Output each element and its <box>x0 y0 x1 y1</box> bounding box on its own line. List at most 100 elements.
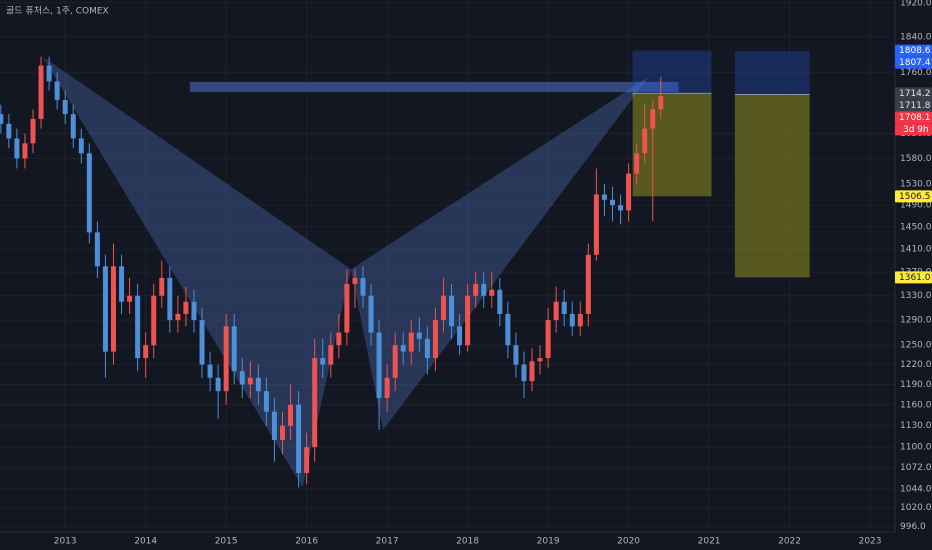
y-tick-label: 1290.0 <box>900 316 932 326</box>
horizontal-band <box>189 81 679 93</box>
candle-body <box>585 254 591 314</box>
candle-body <box>505 313 511 346</box>
candle-body <box>54 81 60 100</box>
candle-body <box>593 194 599 255</box>
candle-body <box>489 289 495 296</box>
candle-body <box>135 295 141 359</box>
x-tick-label: 2021 <box>698 537 721 547</box>
candle-body <box>376 332 382 398</box>
y-tick-label: 1760.0 <box>900 68 932 78</box>
candle-body <box>167 277 173 321</box>
candle-body <box>553 301 559 321</box>
candle-body <box>384 377 390 398</box>
candles <box>0 56 664 488</box>
price-label: 1714.2 <box>899 89 931 99</box>
candle-body <box>280 425 286 440</box>
candle-body <box>102 266 108 352</box>
candle-body <box>626 173 632 211</box>
pattern-triangle <box>42 56 351 488</box>
price-label-bg <box>895 56 932 69</box>
candle-body <box>392 345 398 378</box>
price-label-bg <box>895 190 932 203</box>
y-tick-label: 1220.0 <box>900 360 932 370</box>
price-label: 1807.4 <box>899 58 931 68</box>
candle-body <box>78 138 84 154</box>
candle-body <box>271 411 277 440</box>
candle-body <box>465 295 471 346</box>
candle-body <box>336 332 342 346</box>
candle-body <box>473 283 479 296</box>
candle-body <box>231 326 237 372</box>
candle-body <box>360 277 366 296</box>
y-tick-label: 1190.0 <box>900 380 932 390</box>
x-tick-label: 2017 <box>376 537 399 547</box>
candle-body <box>312 358 318 448</box>
candle-body <box>328 345 334 365</box>
y-tick-label: 1490.0 <box>900 201 932 211</box>
price-label: 1506.5 <box>899 192 931 202</box>
x-tick-label: 2015 <box>215 537 238 547</box>
candle-body <box>521 364 527 382</box>
candle-body <box>207 364 213 378</box>
candle-body <box>344 283 350 333</box>
x-tick-label: 2019 <box>537 537 560 547</box>
candle-body <box>481 283 487 296</box>
candle-body <box>151 295 157 346</box>
candle-body <box>634 153 640 174</box>
price-label: 1361.0 <box>899 273 931 283</box>
candle-body <box>304 447 310 473</box>
candle-body <box>296 404 302 473</box>
price-label-bg <box>895 87 932 100</box>
candle-body <box>127 295 133 302</box>
candle-body <box>263 391 269 412</box>
candle-body <box>38 65 44 119</box>
y-tick-label: 1130.0 <box>900 421 932 431</box>
candle-body <box>94 232 100 267</box>
candle-body <box>70 114 76 139</box>
candle-body <box>642 128 648 154</box>
price-label: 1808.6 <box>899 46 931 56</box>
candle-body <box>175 313 181 321</box>
y-tick-label: 1250.0 <box>900 341 932 351</box>
candle-body <box>601 194 607 200</box>
price-label-bg <box>895 271 932 284</box>
y-tick-label: 1450.0 <box>900 222 932 232</box>
candle-body <box>561 301 567 314</box>
y-tick-label: 996.0 <box>900 522 926 532</box>
price-label-bg <box>895 111 932 124</box>
candle-body <box>432 320 438 359</box>
candle-body <box>440 295 446 321</box>
candle-body <box>609 199 615 206</box>
y-tick-label: 1840.0 <box>900 32 932 42</box>
x-tick-label: 2022 <box>778 537 801 547</box>
candle-body <box>545 320 551 359</box>
candle-body <box>0 114 4 124</box>
candle-body <box>400 345 406 352</box>
y-tick-label: 1530.0 <box>900 179 932 189</box>
y-tick-label: 1020.0 <box>900 503 932 513</box>
x-tick-label: 2018 <box>456 537 479 547</box>
price-label-bg <box>895 99 932 112</box>
candle-body <box>352 277 358 284</box>
y-tick-label: 1072.0 <box>900 463 932 473</box>
candle-body <box>62 99 68 115</box>
y-tick-label: 1330.0 <box>900 291 932 301</box>
price-label: 1711.8 <box>899 101 931 111</box>
candle-body <box>199 320 205 365</box>
candle-body <box>30 118 36 144</box>
candle-body <box>255 377 261 392</box>
y-tick-label: 1160.0 <box>900 400 932 410</box>
price-label: 1708.1 <box>899 113 931 123</box>
candle-body <box>650 109 656 129</box>
countdown-bg <box>895 123 932 136</box>
stop-zone <box>632 50 712 94</box>
candle-body <box>110 266 116 352</box>
x-tick-label: 2013 <box>54 537 77 547</box>
candle-body <box>529 361 535 382</box>
x-tick-label: 2014 <box>134 537 157 547</box>
countdown: 3d 9h <box>903 125 929 135</box>
x-tick-label: 2016 <box>295 537 318 547</box>
stop-zone <box>734 51 810 95</box>
candle-body <box>86 153 92 233</box>
